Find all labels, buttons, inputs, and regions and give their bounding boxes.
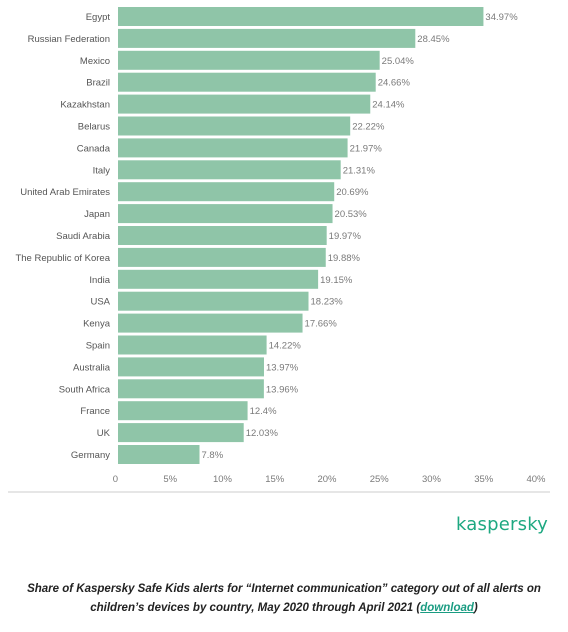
bar [118, 7, 484, 26]
x-tick-label: 15% [265, 474, 285, 485]
category-label: Egypt [86, 12, 111, 23]
category-label: South Africa [59, 384, 111, 395]
x-tick-label: 30% [422, 474, 442, 485]
value-labels: 34.97% 28.45%25.04% 24.66% 24.14% 22.22% 21.9… [202, 12, 519, 461]
category-labels: Egypt Russian Federation Mexico Brazil Kazak… [15, 12, 110, 461]
category-label: Italy [93, 165, 111, 176]
value-label: 7.8% [202, 450, 224, 461]
category-label: UK [97, 428, 111, 439]
category-label: Russian Federation [28, 34, 110, 45]
caption-suffix: ) [473, 602, 478, 614]
value-label: 20.53% [335, 209, 368, 220]
value-label: 13.96% [266, 384, 299, 395]
value-label: 22.22% [352, 122, 385, 133]
category-label: Germany [71, 450, 110, 461]
x-tick-label: 20% [317, 474, 337, 485]
category-label: Saudi Arabia [56, 231, 111, 242]
x-tick-label: 5% [163, 474, 177, 485]
value-label: 19.88% [328, 253, 361, 264]
category-label: India [89, 275, 110, 286]
bar [118, 182, 335, 202]
x-tick-label: 0 [113, 474, 118, 485]
value-label: 21.97% [350, 143, 383, 154]
bar [118, 357, 264, 377]
value-label: 19.15% [320, 275, 353, 286]
value-label: 25.04% [382, 56, 415, 67]
category-label: Spain [86, 341, 110, 352]
x-tick-label: 25% [370, 474, 390, 485]
x-tick-labels: 0 5% 10% 15% 20% 25% 30% 35% 40% [113, 474, 546, 485]
value-label: 18.23% [311, 297, 344, 308]
value-label: 17.66% [305, 319, 338, 330]
value-label: 14.22% [269, 341, 302, 352]
value-label: 19.97% [329, 231, 362, 242]
bar [118, 204, 333, 224]
bar [118, 116, 351, 136]
value-label: 28.45% [417, 34, 450, 45]
bar [118, 138, 348, 158]
category-label: Kenya [83, 319, 111, 330]
value-label: 34.97% [485, 12, 518, 23]
bar [118, 28, 416, 48]
category-label: Brazil [86, 78, 110, 89]
bar [118, 313, 303, 333]
category-label: Mexico [80, 56, 110, 67]
bar [118, 379, 264, 399]
category-label: USA [90, 297, 110, 308]
bar [118, 291, 309, 311]
category-label: Kazakhstan [60, 100, 110, 111]
value-label: 24.14% [372, 100, 405, 111]
bar [118, 226, 327, 245]
category-label: Australia [73, 362, 111, 373]
chart-caption: Share of Kaspersky Safe Kids alerts for … [0, 580, 568, 618]
value-label: 12.4% [250, 406, 277, 417]
value-label: 13.97% [266, 362, 299, 373]
bar [118, 423, 244, 443]
bar [118, 72, 376, 92]
category-label: France [80, 406, 110, 417]
category-label: Japan [84, 209, 110, 220]
category-label: Canada [77, 143, 111, 154]
category-label: The Republic of Korea [15, 253, 110, 264]
bar-chart: Egypt Russian Federation Mexico Brazil Kazak… [8, 7, 550, 493]
bar [118, 247, 326, 267]
category-label: Belarus [78, 122, 110, 133]
bar [118, 445, 200, 464]
caption-text: Share of Kaspersky Safe Kids alerts for … [27, 583, 541, 614]
category-label: United Arab Emirates [20, 187, 110, 198]
x-tick-label: 10% [213, 474, 233, 485]
download-link[interactable]: download [420, 602, 474, 614]
bar [118, 401, 248, 421]
value-label: 12.03% [246, 428, 279, 439]
kaspersky-logo: kaspersky [456, 514, 549, 535]
value-label: 20.69% [336, 187, 369, 198]
bar [118, 335, 267, 355]
bar [118, 160, 341, 180]
bar [118, 269, 319, 289]
x-tick-label: 40% [526, 474, 546, 485]
value-label: 24.66% [378, 78, 411, 89]
bar [118, 94, 371, 114]
x-tick-label: 35% [474, 474, 494, 485]
bars [118, 7, 484, 464]
value-label: 21.31% [343, 165, 376, 176]
bar [118, 50, 380, 70]
